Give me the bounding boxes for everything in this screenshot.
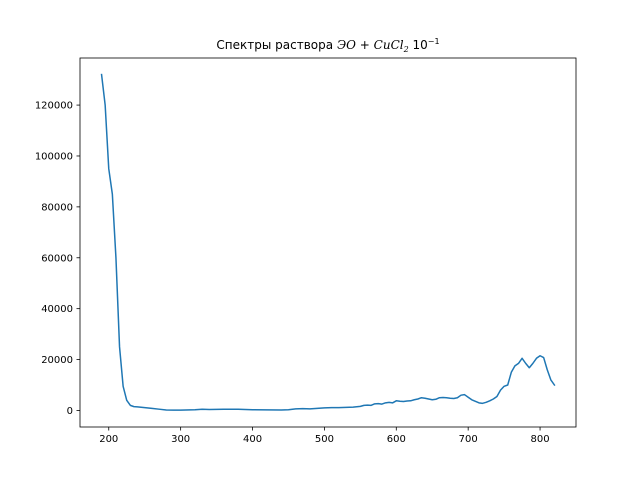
y-tick-label: 0 <box>67 406 73 417</box>
x-tick-label: 200 <box>99 434 118 445</box>
plot-frame <box>79 57 577 428</box>
plot-area <box>80 58 576 427</box>
x-tick-label: 700 <box>459 434 478 445</box>
y-tick-label: 80000 <box>41 202 73 213</box>
x-tick-label: 500 <box>315 434 334 445</box>
chart-title: Спектры раствора ЭО + CuCl2 10−1 <box>216 37 439 54</box>
y-tick-label: 60000 <box>41 253 73 264</box>
title-prefix: Спектры раствора <box>216 38 337 52</box>
y-tick-label: 120000 <box>35 101 73 112</box>
y-tick-label: 20000 <box>41 355 73 366</box>
y-tick-label: 100000 <box>35 151 73 162</box>
title-suffix-exp: −1 <box>428 37 440 46</box>
y-tick-label: 40000 <box>41 304 73 315</box>
y-axis: 0 20000 40000 60000 80000 100000 120000 <box>35 101 80 417</box>
x-axis: 200 300 400 500 600 700 800 <box>99 427 550 445</box>
x-tick-label: 400 <box>243 434 262 445</box>
series-line <box>100 73 556 411</box>
x-tick-label: 600 <box>387 434 406 445</box>
x-tick-label: 800 <box>531 434 550 445</box>
title-plus: + <box>356 38 374 52</box>
x-tick-label: 300 <box>171 434 190 445</box>
title-formula-b: CuCl <box>374 38 404 52</box>
title-suffix-base: 10 <box>409 38 428 52</box>
title-formula-sub: 2 <box>403 45 409 54</box>
title-formula-a: ЭО <box>337 38 356 52</box>
